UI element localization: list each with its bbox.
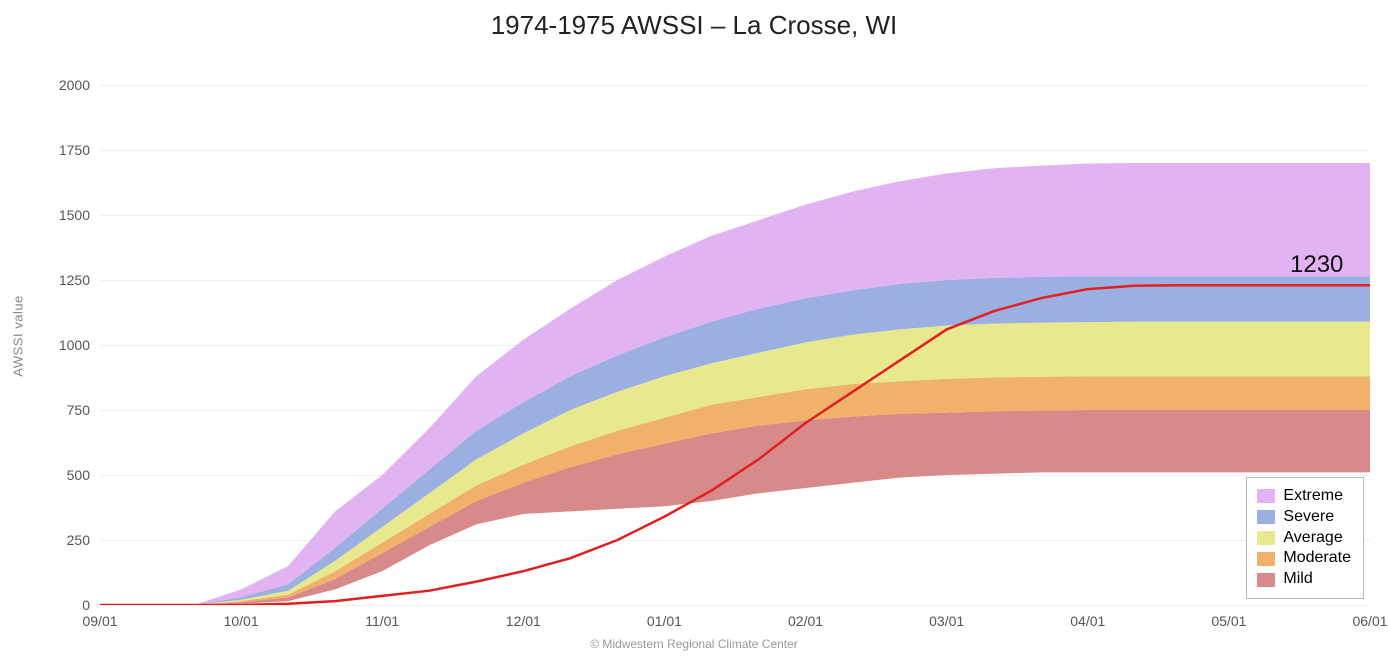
x-tick-label: 11/01 — [365, 613, 399, 629]
legend-item: Severe — [1257, 507, 1351, 528]
x-tick-label: 12/01 — [506, 613, 541, 629]
y-tick-label: 250 — [40, 532, 90, 548]
credit-text: © Midwestern Regional Climate Center — [0, 637, 1388, 651]
end-value-label: 1230 — [1290, 251, 1343, 279]
legend-item: Mild — [1257, 569, 1351, 590]
plot-area — [100, 85, 1370, 605]
y-tick-label: 1500 — [40, 207, 90, 223]
x-tick-label: 09/01 — [82, 613, 117, 629]
chart-svg — [100, 85, 1370, 605]
x-tick-label: 06/01 — [1352, 613, 1387, 629]
chart-title: 1974-1975 AWSSI – La Crosse, WI — [0, 10, 1388, 41]
legend-label: Severe — [1283, 507, 1334, 528]
x-tick-label: 02/01 — [788, 613, 823, 629]
x-tick-label: 05/01 — [1211, 613, 1246, 629]
legend-item: Moderate — [1257, 548, 1351, 569]
x-tick-label: 04/01 — [1070, 613, 1105, 629]
gridline — [100, 605, 1370, 606]
legend-swatch — [1257, 573, 1275, 587]
y-tick-label: 500 — [40, 467, 90, 483]
x-tick-label: 10/01 — [224, 613, 259, 629]
legend: ExtremeSevereAverageModerateMild — [1246, 477, 1364, 599]
legend-item: Average — [1257, 528, 1351, 549]
legend-label: Mild — [1283, 569, 1312, 590]
chart-container: 1974-1975 AWSSI – La Crosse, WI AWSSI va… — [0, 0, 1388, 672]
y-tick-label: 2000 — [40, 77, 90, 93]
y-tick-label: 1000 — [40, 337, 90, 353]
legend-swatch — [1257, 531, 1275, 545]
y-axis-label: AWSSI value — [11, 295, 26, 377]
y-tick-label: 750 — [40, 402, 90, 418]
legend-swatch — [1257, 489, 1275, 503]
y-tick-label: 1750 — [40, 142, 90, 158]
legend-label: Extreme — [1283, 486, 1343, 507]
legend-label: Moderate — [1283, 548, 1351, 569]
x-tick-label: 01/01 — [647, 613, 682, 629]
legend-label: Average — [1283, 528, 1342, 549]
legend-swatch — [1257, 510, 1275, 524]
legend-item: Extreme — [1257, 486, 1351, 507]
y-tick-label: 1250 — [40, 272, 90, 288]
y-tick-label: 0 — [40, 597, 90, 613]
legend-swatch — [1257, 552, 1275, 566]
x-tick-label: 03/01 — [929, 613, 964, 629]
